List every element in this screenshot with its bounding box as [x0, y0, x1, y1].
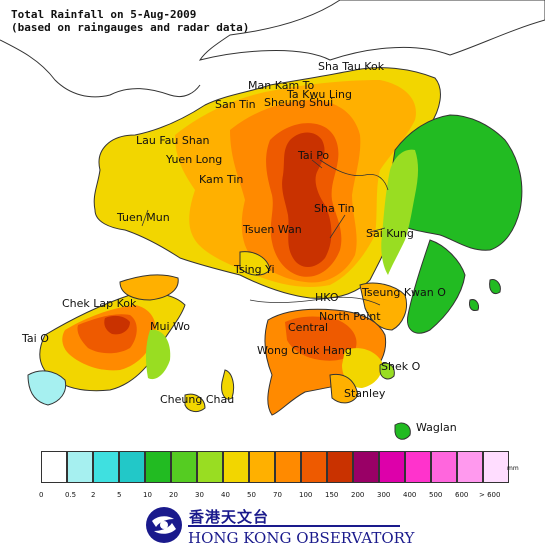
- hk-island-east: [342, 348, 383, 388]
- place-label-stanley: Stanley: [344, 387, 386, 400]
- legend-tick-7: 40: [221, 491, 230, 499]
- org-name-chinese: 香港天文台: [189, 508, 270, 526]
- legend-tick-17: > 600: [479, 491, 501, 499]
- east-islet-2: [469, 299, 479, 311]
- legend-swatch-8: [249, 451, 275, 483]
- legend-tick-2: 2: [91, 491, 96, 499]
- legend-tick-8: 50: [247, 491, 256, 499]
- legend-tick-12: 200: [351, 491, 365, 499]
- legend-tick-9: 70: [273, 491, 282, 499]
- place-label-waglan: Waglan: [416, 421, 457, 434]
- place-label-sha-tin: Sha Tin: [314, 202, 355, 215]
- east-islet: [489, 279, 501, 294]
- place-label-mui-wo: Mui Wo: [150, 320, 190, 333]
- legend-tick-10: 100: [299, 491, 313, 499]
- mui-wo-area: [145, 329, 171, 380]
- legend-swatch-14: [405, 451, 431, 483]
- place-label-central: Central: [288, 321, 329, 334]
- legend-tick-11: 150: [325, 491, 339, 499]
- place-label-tseung-kwan-o: Tseung Kwan O: [362, 286, 446, 299]
- chek-lap-kok-airport: [119, 274, 179, 301]
- place-label-tai-po: Tai Po: [298, 149, 330, 162]
- place-label-yuen-long: Yuen Long: [166, 153, 223, 166]
- place-label-lau-fau-shan: Lau Fau Shan: [136, 134, 210, 147]
- legend-swatch-3: [119, 451, 145, 483]
- legend-swatch-2: [93, 451, 119, 483]
- legend-swatch-10: [301, 451, 327, 483]
- place-label-san-tin: San Tin: [215, 98, 256, 111]
- legend-swatch-16: [457, 451, 483, 483]
- place-label-north-point: North Point: [319, 310, 381, 323]
- place-label-shek-o: Shek O: [381, 360, 421, 373]
- legend-swatch-6: [197, 451, 223, 483]
- place-label-sai-kung: Sai Kung: [366, 227, 414, 240]
- east-islands: [406, 239, 466, 334]
- legend-swatch-17: [483, 451, 509, 483]
- place-label-cheung-chau: Cheung Chau: [160, 393, 235, 406]
- place-label-sha-tau-kok: Sha Tau Kok: [318, 60, 385, 73]
- mainland-west-outline: [0, 39, 201, 98]
- hk-island-core: [285, 316, 357, 361]
- legend-tick-13: 300: [377, 491, 391, 499]
- sai-kung-pointer: [369, 227, 386, 233]
- rainfall-legend: [41, 451, 518, 485]
- map-title: Total Rainfall on 5-Aug-2009: [11, 8, 197, 21]
- legend-tick-5: 20: [169, 491, 178, 499]
- mainland-outline: [198, 0, 545, 61]
- waglan-area-island: [394, 422, 411, 440]
- tolo-harbour-line: [319, 159, 389, 191]
- tuen-mun-pointer: [141, 209, 149, 227]
- legend-tick-4: 10: [143, 491, 152, 499]
- sai-kung-transition: [381, 149, 419, 275]
- hko-logo: 香港天文台 HONG KONG OBSERVATORY: [144, 503, 414, 547]
- legend-tick-1: 0.5: [65, 491, 77, 499]
- legend-tick-16: 600: [455, 491, 469, 499]
- legend-swatch-1: [67, 451, 93, 483]
- place-label-tsing-yi: Tsing Yi: [234, 263, 275, 276]
- legend-tick-14: 400: [403, 491, 417, 499]
- place-label-chek-lap-kok: Chek Lap Kok: [62, 297, 137, 310]
- lantau-west-tip: [27, 370, 67, 406]
- legend-swatch-0: [41, 451, 67, 483]
- place-label-hko: HKO: [315, 291, 339, 304]
- rainfall-map: [0, 0, 545, 440]
- logo-rule: [188, 525, 400, 527]
- org-name-english: HONG KONG OBSERVATORY: [188, 529, 415, 547]
- place-label-tuen-mun: Tuen Mun: [117, 211, 170, 224]
- place-label-man-kam-to: Man Kam To: [248, 79, 315, 92]
- legend-swatch-15: [431, 451, 457, 483]
- place-label-ta-kwu-ling: Ta Kwu Ling: [287, 88, 352, 101]
- legend-swatch-7: [223, 451, 249, 483]
- sha-tin-pointer: [329, 214, 346, 239]
- stanley-peninsula: [329, 373, 359, 404]
- legend-swatch-9: [275, 451, 301, 483]
- cheung-chau-island: [184, 393, 206, 413]
- hko-emblem-icon: [146, 507, 182, 543]
- place-label-kam-tin: Kam Tin: [199, 173, 244, 186]
- legend-tick-0: 0: [39, 491, 44, 499]
- legend-swatch-4: [145, 451, 171, 483]
- lantau-150-core: [104, 315, 130, 335]
- legend-tick-6: 30: [195, 491, 204, 499]
- legend-swatch-12: [353, 451, 379, 483]
- legend-swatch-5: [171, 451, 197, 483]
- tsing-yi-island: [239, 251, 271, 276]
- place-label-tsuen-wan: Tsuen Wan: [243, 223, 302, 236]
- place-label-sheung-shui: Sheung Shui: [264, 96, 334, 109]
- lamma-island: [221, 369, 235, 400]
- place-label-wong-chuk-hang: Wong Chuk Hang: [257, 344, 352, 357]
- legend-tick-3: 5: [117, 491, 122, 499]
- legend-unit: mm: [507, 465, 519, 472]
- legend-swatch-11: [327, 451, 353, 483]
- victoria-harbour-line: [249, 296, 381, 306]
- map-subtitle: (based on raingauges and radar data): [11, 21, 250, 34]
- legend-swatch-13: [379, 451, 405, 483]
- place-label-tai-o: Tai O: [22, 332, 49, 345]
- legend-tick-15: 500: [429, 491, 443, 499]
- tung-lung-island: [379, 362, 395, 380]
- tai-po-pointer: [311, 159, 323, 169]
